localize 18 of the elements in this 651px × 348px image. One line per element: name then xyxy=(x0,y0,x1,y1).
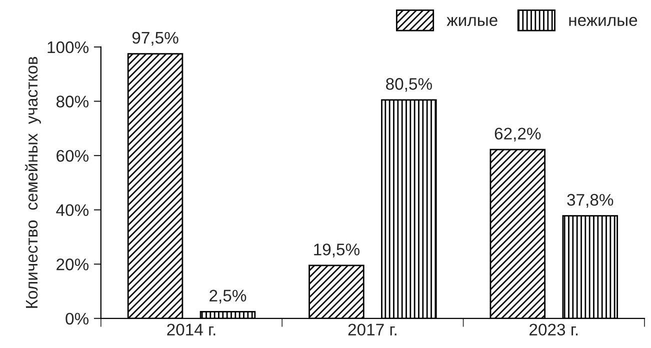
x-tick-label: 2017 г. xyxy=(348,324,396,336)
data-label: 97,5% xyxy=(132,32,178,46)
x-tick-label: 2014 г. xyxy=(167,324,216,336)
y-tick-label: 20% xyxy=(56,258,89,270)
x-tick-label: 2023 г. xyxy=(530,324,578,336)
data-label: 80,5% xyxy=(386,78,432,92)
legend-label: нежилые xyxy=(569,16,638,26)
data-label: 37,8% xyxy=(567,194,614,208)
y-tick-label: 80% xyxy=(56,96,89,108)
data-label: 62,2% xyxy=(494,128,541,142)
legend-label: жилые xyxy=(446,16,498,26)
data-label: 2,5% xyxy=(210,290,246,304)
y-tick-label: 60% xyxy=(56,150,89,162)
y-tick-label: 100% xyxy=(48,41,89,54)
y-tick-label: 0% xyxy=(66,312,89,325)
y-axis-title: Количество семейных участков xyxy=(25,56,41,308)
y-tick-label: 40% xyxy=(56,204,89,216)
data-label: 19,5% xyxy=(314,244,360,258)
